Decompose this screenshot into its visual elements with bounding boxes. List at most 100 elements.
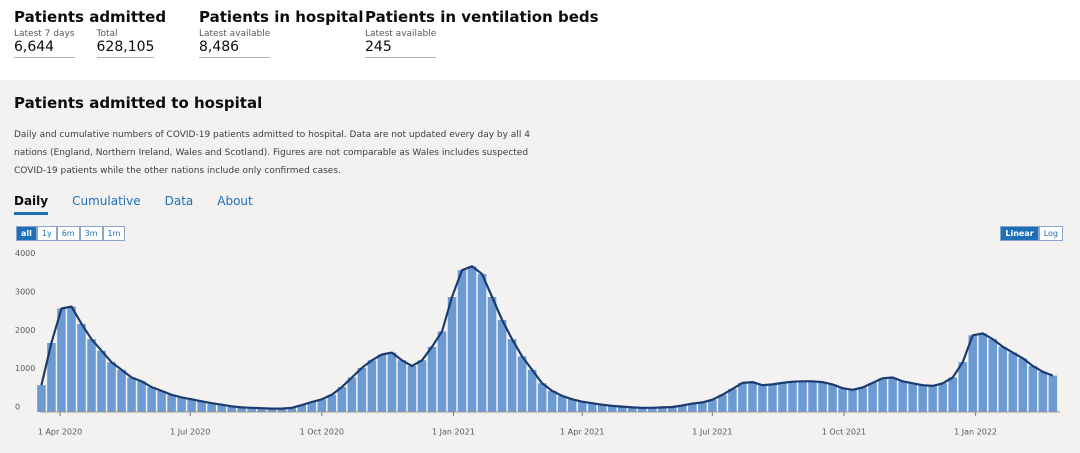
- stat-label: Latest available: [199, 29, 271, 39]
- range-button[interactable]: 6m: [56, 226, 80, 241]
- bar: [818, 382, 827, 412]
- x-tick-label: 1 Jan 2021: [432, 428, 475, 437]
- bar: [327, 394, 337, 412]
- x-tick-label: 1 Apr 2021: [560, 428, 604, 437]
- bar: [968, 335, 977, 412]
- scale-button[interactable]: Linear: [1000, 226, 1039, 241]
- bar: [658, 407, 667, 412]
- bar: [367, 360, 377, 412]
- bar: [898, 381, 907, 412]
- bar: [177, 397, 186, 412]
- bar: [457, 270, 467, 412]
- headline-bar: Patients admitted Latest 7 days 6,644 Total…: [0, 0, 1080, 80]
- bar: [1048, 375, 1058, 412]
- bar: [307, 402, 317, 412]
- range-button[interactable]: 1y: [36, 226, 57, 241]
- stat-card: Patients in hospital Latest available 8,48…: [199, 8, 363, 58]
- bar: [167, 394, 176, 412]
- card-title: Patients admitted to hospital: [14, 94, 263, 112]
- bar: [587, 403, 597, 412]
- range-button[interactable]: 3m: [79, 226, 103, 241]
- stat-card: Patients in ventilation beds Latest avail…: [365, 8, 599, 58]
- tab[interactable]: About: [217, 194, 253, 208]
- bar: [1038, 371, 1048, 412]
- range-buttons: all 1y 6m 3m 1m: [16, 226, 126, 241]
- description: Daily and cumulative numbers of COVID-19…: [14, 130, 530, 176]
- stat-label: Latest 7 days: [14, 29, 75, 39]
- bar: [597, 404, 607, 412]
- card-heading: Patients in ventilation beds: [365, 8, 599, 26]
- bar: [297, 405, 307, 412]
- bar: [467, 266, 477, 412]
- bar: [638, 407, 647, 412]
- bar: [888, 377, 897, 412]
- bar: [617, 406, 627, 412]
- bar: [397, 360, 407, 412]
- bar: [858, 387, 867, 412]
- bar: [387, 352, 397, 412]
- stat: Latest available 245: [365, 26, 437, 58]
- bar: [57, 308, 66, 412]
- tab[interactable]: Cumulative: [72, 194, 141, 208]
- bar: [567, 399, 577, 412]
- bar: [157, 390, 166, 412]
- tab[interactable]: Data: [164, 194, 194, 208]
- stat-value: 6,644: [14, 39, 55, 55]
- bar: [728, 389, 737, 412]
- bar: [317, 399, 327, 412]
- bar: [347, 377, 357, 412]
- bar: [497, 320, 507, 412]
- y-tick-label: 2000: [15, 326, 35, 335]
- bar: [978, 333, 988, 412]
- stat-label: Latest available: [365, 29, 437, 39]
- bar: [778, 382, 787, 412]
- bar: [147, 387, 156, 412]
- scale-button[interactable]: Log: [1038, 226, 1063, 241]
- stat: Latest available 8,486: [199, 26, 271, 58]
- bar: [507, 339, 517, 412]
- bar: [117, 369, 126, 412]
- bar: [547, 390, 557, 412]
- bar: [267, 408, 277, 412]
- x-tick-label: 1 Oct 2020: [300, 428, 344, 437]
- card-heading: Patients in hospital: [199, 8, 364, 26]
- bar: [517, 356, 527, 412]
- chart: 0 1000 2000 3000 4000 1 Apr 2020 1 Jul 2020 1 O…: [15, 249, 1060, 437]
- bar: [37, 385, 46, 412]
- trend-line: [40, 265, 1054, 410]
- bar: [878, 378, 887, 412]
- bar: [768, 384, 777, 412]
- bar: [628, 407, 637, 412]
- y-tick-label: 3000: [15, 288, 35, 297]
- bar: [748, 382, 757, 412]
- range-button[interactable]: 1m: [102, 226, 126, 241]
- bar: [227, 406, 236, 412]
- bar: [798, 381, 807, 412]
- bar: [407, 366, 417, 412]
- bar: [648, 407, 657, 412]
- bar: [127, 377, 136, 412]
- range-button[interactable]: all: [16, 226, 37, 241]
- bar: [257, 408, 266, 412]
- stat-card: Patients admitted Latest 7 days 6,644 Total…: [14, 8, 176, 58]
- x-tick-label: 1 Jul 2020: [170, 428, 210, 437]
- bar: [958, 362, 967, 412]
- stat-label: Total: [96, 29, 118, 39]
- bar: [928, 385, 937, 412]
- bar: [427, 346, 437, 412]
- bar: [828, 384, 837, 412]
- bar: [1008, 352, 1018, 412]
- tab[interactable]: Daily: [14, 194, 49, 215]
- bar: [87, 339, 96, 412]
- bar: [607, 405, 617, 412]
- bar: [197, 401, 206, 412]
- stat: Latest 7 days 6,644: [14, 26, 75, 58]
- bar: [437, 331, 447, 412]
- bar: [417, 360, 427, 412]
- bar: [557, 395, 567, 412]
- bar: [668, 407, 677, 412]
- bar: [838, 388, 847, 412]
- scale-buttons: Linear Log: [1000, 226, 1063, 241]
- bar: [688, 403, 697, 412]
